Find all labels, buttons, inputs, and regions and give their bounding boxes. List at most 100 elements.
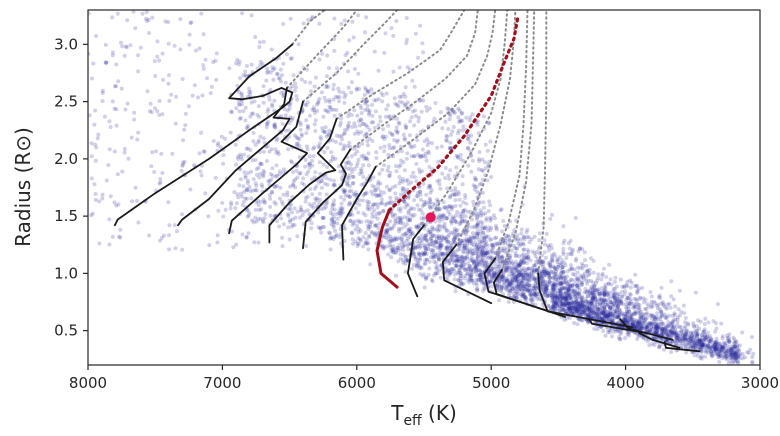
star-point: [390, 247, 395, 252]
star-point: [339, 201, 344, 206]
star-point: [566, 293, 571, 298]
star-point: [555, 302, 560, 307]
star-point: [398, 221, 403, 225]
star-point: [638, 314, 643, 319]
star-point: [613, 297, 618, 302]
star-point: [433, 271, 438, 276]
star-point: [586, 307, 591, 312]
star-point: [451, 109, 456, 114]
star-point: [367, 233, 371, 238]
star-point: [569, 278, 574, 283]
star-point: [264, 125, 269, 130]
star-point: [317, 57, 322, 62]
star-point: [603, 312, 608, 317]
star-point: [654, 321, 659, 326]
star-point: [464, 232, 469, 237]
star-point: [521, 292, 525, 296]
star-point: [422, 199, 427, 204]
star-point: [587, 291, 592, 296]
star-point: [477, 262, 482, 266]
star-point: [532, 284, 537, 289]
star-point: [401, 252, 406, 257]
star-point: [632, 311, 636, 316]
star-point: [388, 195, 393, 200]
star-point: [120, 44, 125, 49]
star-point: [462, 276, 467, 281]
star-point: [330, 157, 335, 162]
star-point: [110, 234, 115, 239]
star-point: [167, 223, 172, 228]
star-point: [579, 275, 584, 280]
star-point: [624, 305, 629, 309]
star-point: [480, 190, 485, 195]
star-point: [303, 80, 308, 84]
star-point: [341, 90, 346, 95]
star-point: [561, 246, 566, 251]
star-point: [550, 255, 555, 260]
star-point: [92, 122, 97, 127]
star-point: [180, 212, 184, 217]
star-point: [612, 296, 617, 301]
star-point: [360, 198, 365, 203]
star-point: [504, 268, 508, 273]
star-point: [428, 185, 433, 190]
star-point: [664, 316, 669, 321]
star-point: [390, 226, 395, 231]
star-point: [292, 133, 297, 138]
star-point: [612, 299, 617, 304]
star-point: [548, 269, 553, 274]
star-point: [530, 297, 534, 302]
star-point: [301, 21, 306, 26]
star-point: [627, 309, 632, 314]
star-point: [610, 319, 615, 324]
star-point: [443, 119, 448, 124]
star-point: [703, 316, 708, 321]
star-point: [603, 312, 608, 317]
star-point: [641, 312, 646, 317]
star-point: [491, 266, 496, 271]
star-point: [487, 272, 492, 277]
star-point: [503, 267, 508, 272]
star-point: [253, 207, 258, 212]
star-point: [257, 45, 262, 49]
star-point: [518, 261, 522, 266]
star-point: [520, 272, 525, 277]
star-point: [603, 298, 608, 303]
star-point: [555, 297, 560, 302]
star-point: [590, 296, 595, 301]
star-point: [417, 251, 422, 256]
star-point: [657, 345, 662, 350]
star-point: [555, 260, 560, 265]
star-point: [655, 303, 659, 308]
star-point: [488, 139, 493, 144]
star-point: [479, 224, 484, 229]
star-point: [584, 299, 589, 304]
star-point: [499, 254, 504, 259]
star-point: [435, 252, 440, 257]
star-point: [465, 238, 469, 243]
star-point: [398, 256, 403, 261]
star-point: [418, 257, 422, 262]
star-point: [403, 254, 408, 259]
star-point: [714, 326, 719, 331]
star-point: [398, 217, 403, 222]
star-point: [187, 32, 192, 37]
star-point: [430, 279, 435, 284]
star-point: [273, 202, 278, 206]
star-point: [494, 227, 499, 232]
star-point: [734, 339, 739, 344]
star-point: [447, 176, 452, 181]
star-point: [586, 278, 591, 283]
star-point: [451, 237, 456, 242]
star-point: [135, 198, 139, 203]
star-point: [521, 284, 526, 289]
star-point: [546, 248, 551, 253]
star-point: [475, 223, 480, 228]
star-point: [383, 31, 388, 36]
star-point: [259, 207, 264, 212]
star-point: [346, 166, 351, 171]
star-point: [650, 316, 654, 321]
star-point: [330, 201, 335, 206]
star-point: [540, 281, 545, 286]
star-point: [645, 315, 649, 320]
